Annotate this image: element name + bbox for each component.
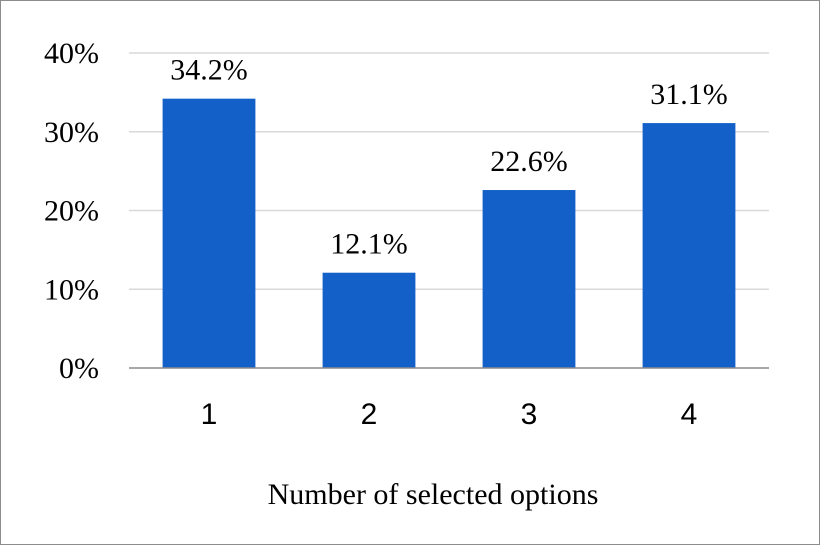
y-axis-ticks: 0% 10% 20% 30% 40% <box>44 37 99 385</box>
data-label: 12.1% <box>330 228 408 261</box>
x-tick-label: 4 <box>681 398 698 431</box>
y-tick-label: 20% <box>44 195 99 228</box>
data-label: 34.2% <box>170 54 248 87</box>
bars <box>162 98 736 369</box>
x-tick-label: 3 <box>521 398 538 431</box>
data-label: 22.6% <box>490 145 568 178</box>
bar <box>162 98 256 369</box>
data-label: 31.1% <box>650 78 728 111</box>
x-tick-label: 1 <box>201 398 218 431</box>
bar <box>482 190 576 368</box>
bar <box>322 272 416 368</box>
y-tick-label: 30% <box>44 116 99 149</box>
y-tick-label: 0% <box>59 352 99 385</box>
x-axis-ticks: 1 2 3 4 <box>201 398 698 431</box>
data-labels: 34.2% 12.1% 22.6% 31.1% <box>170 54 728 261</box>
y-tick-label: 10% <box>44 273 99 306</box>
y-tick-label: 40% <box>44 37 99 70</box>
x-tick-label: 2 <box>361 398 378 431</box>
x-axis-title: Number of selected options <box>268 478 599 511</box>
bar <box>642 123 736 369</box>
